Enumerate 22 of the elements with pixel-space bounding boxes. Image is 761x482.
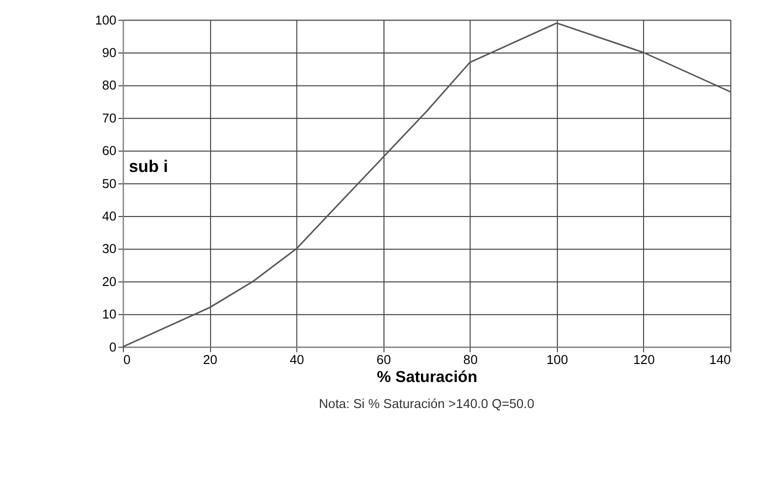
y-tick-label: 60: [102, 143, 116, 158]
x-axis-title: % Saturación: [376, 368, 478, 386]
x-tick-label: 120: [633, 352, 655, 368]
x-tick-label: 140: [709, 352, 731, 368]
annotation: sub i: [128, 156, 168, 176]
y-tick-label: 0: [109, 339, 116, 354]
y-tick-label: 50: [102, 176, 116, 191]
y-tick-label: 100: [94, 12, 116, 28]
text: Nota: Si % Saturación >140.0 Q=50.0: [318, 396, 534, 412]
x-tick-label: 60: [376, 352, 391, 368]
y-tick-label: 70: [102, 110, 116, 126]
x-tick-label: 100: [546, 352, 568, 368]
x-tick-label: 20: [202, 352, 218, 368]
x-tick-label: 0: [123, 352, 131, 368]
y-tick-label: 90: [102, 44, 116, 60]
y-tick-label: 10: [102, 306, 116, 322]
x-tick-label: 40: [290, 352, 304, 368]
y-tick-label: 30: [102, 241, 116, 256]
x-tick-label: 80: [463, 352, 478, 368]
y-tick-label: 20: [102, 274, 116, 289]
y-tick-label: 40: [102, 208, 116, 224]
y-tick-label: 80: [102, 78, 116, 93]
